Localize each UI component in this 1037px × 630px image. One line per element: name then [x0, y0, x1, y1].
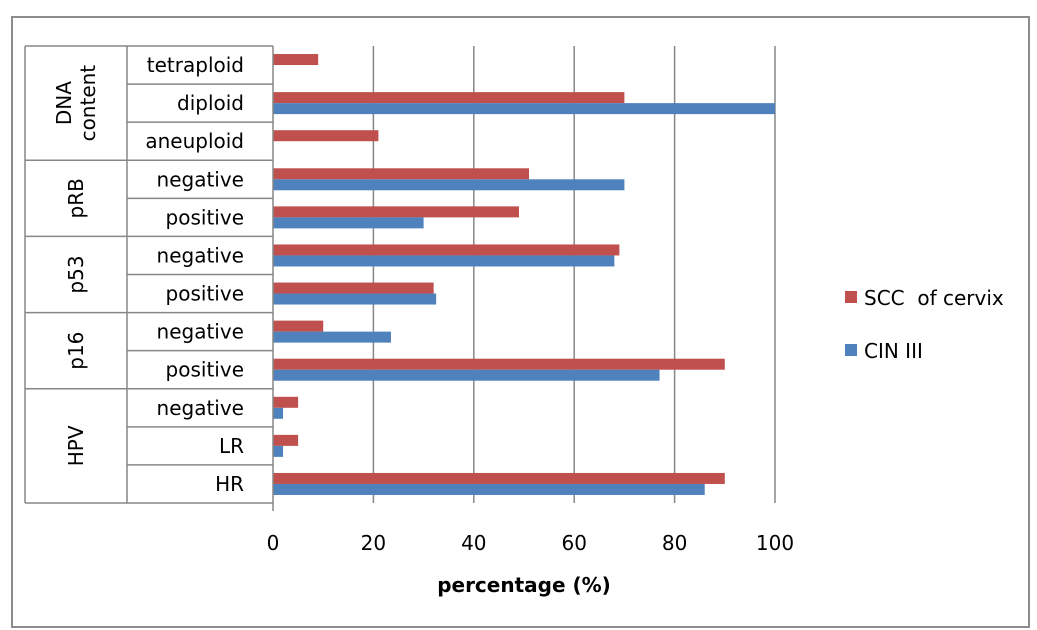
x-axis-title: percentage (%): [437, 573, 611, 597]
category-label: tetraploid: [147, 53, 244, 77]
group-label: DNA: [52, 81, 76, 125]
bar: [273, 244, 620, 256]
bar: [273, 217, 424, 229]
bar: [273, 293, 437, 305]
x-tick-label: 60: [561, 531, 586, 555]
bar: [273, 472, 725, 484]
bar: [273, 445, 284, 457]
category-label: negative: [157, 320, 244, 344]
bar: [273, 255, 615, 267]
group-label: p53: [64, 255, 88, 293]
group-label: p16: [64, 332, 88, 370]
bar: [273, 282, 434, 294]
legend-swatch: [845, 291, 857, 303]
bar: [273, 358, 725, 370]
legend-swatch: [845, 344, 857, 356]
category-label: positive: [166, 358, 244, 382]
category-label: LR: [219, 434, 244, 458]
bar: [273, 320, 324, 332]
group-label: pRB: [64, 178, 88, 218]
chart-border: [11, 16, 1030, 628]
bar: [273, 396, 299, 408]
bar: [273, 179, 625, 191]
group-label: HPV: [64, 425, 88, 466]
x-tick-label: 100: [756, 531, 794, 555]
category-label: positive: [166, 205, 244, 229]
category-label: negative: [157, 243, 244, 267]
legend-label: CIN III: [864, 339, 923, 363]
bar: [273, 103, 775, 115]
category-label: positive: [166, 282, 244, 306]
category-label: diploid: [177, 91, 244, 115]
bar: [273, 168, 530, 180]
category-label: HR: [215, 472, 244, 496]
bar: [273, 331, 391, 343]
x-tick-label: 20: [361, 531, 386, 555]
category-label: aneuploid: [145, 129, 244, 153]
bar: [273, 206, 519, 218]
bar: [273, 483, 705, 495]
bar: [273, 54, 319, 66]
bar: [273, 407, 284, 419]
x-tick-label: 0: [267, 531, 280, 555]
bar: [273, 92, 625, 104]
bar: [273, 130, 379, 142]
category-label: negative: [157, 396, 244, 420]
category-label: negative: [157, 167, 244, 191]
x-tick-label: 80: [662, 531, 687, 555]
group-label: content: [76, 65, 100, 142]
x-tick-label: 40: [461, 531, 486, 555]
bar: [273, 369, 660, 381]
legend-label: SCC of cervix: [864, 286, 1004, 310]
bar: [273, 434, 299, 446]
